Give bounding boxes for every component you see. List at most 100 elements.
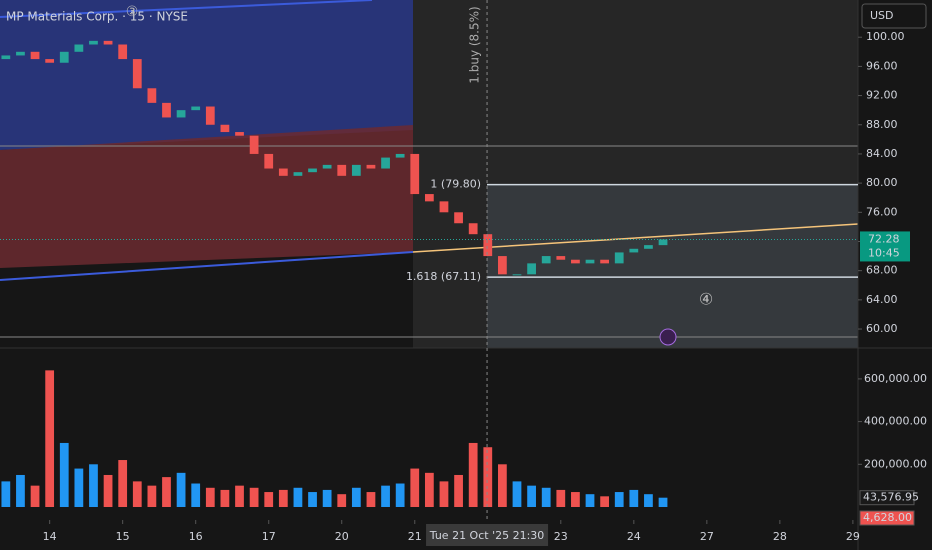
x-tick-label: 17 [262,530,276,543]
candle [381,157,390,169]
buy-label: 1.buy (8.5%) [468,6,482,83]
candle [308,168,317,173]
volume-bar [278,489,288,507]
candle [512,274,522,276]
candle [468,223,478,235]
candle [74,44,84,52]
candle [205,106,215,125]
target-box [487,184,858,348]
y-tick-label: 84.00 [866,147,898,160]
volume-bar [366,492,376,507]
volume-bar [498,464,507,507]
channel-line [0,251,414,281]
price-tag [860,231,910,262]
candle [30,51,40,60]
volume-bar [527,485,536,507]
x-tick-label: 24 [627,530,641,543]
candle [629,248,639,253]
candle [322,164,332,169]
y-tick-label: 80.00 [866,176,898,189]
candle [439,201,449,213]
chart-title: MP Materials Corp. · 15 · NYSE [6,10,188,24]
candle [541,256,551,264]
candle [527,263,536,275]
x-tick-label: 21 [408,530,422,543]
volume-bar [30,485,40,507]
x-tick-label: 14 [43,530,57,543]
volume-tag [859,510,915,526]
volume-bar [541,487,551,507]
x-tick-label: 29 [846,530,860,543]
candle [191,106,201,111]
volume-bar [89,464,98,507]
y-tick-label: 92.00 [866,89,898,102]
volume-bar [337,494,347,507]
candle [249,135,259,154]
countdown: 10:45 [868,246,900,259]
volume-bar [1,481,11,507]
candle [424,194,434,202]
channel-blue [0,0,413,150]
candle [1,55,11,60]
volume-bar [191,483,201,507]
candle [410,153,420,195]
volume-bar [132,481,142,507]
volume-bar [162,477,171,507]
y-tick-label: 400,000.00 [864,415,927,428]
x-tick-label: 20 [335,530,349,543]
volume-bar [322,489,332,507]
alert-icon[interactable] [659,328,677,346]
candle [600,259,609,264]
candle [658,239,668,246]
y-tick-label: 60.00 [866,322,898,335]
crosshair-tag [426,524,549,546]
x-tick-label: 27 [700,530,714,543]
candle [59,51,69,63]
volume-bar [308,492,317,507]
candle [571,259,580,264]
candle [132,59,142,89]
currency-box[interactable] [861,3,927,29]
candle [351,164,361,176]
candle [16,51,25,56]
volume-bar [264,492,274,507]
candle [498,256,507,275]
volume-tag-label: 4,628.00 [863,511,912,524]
y-tick-label: 68.00 [866,264,898,277]
volume-tag [859,490,915,506]
candle [89,40,98,45]
candle [395,153,405,158]
price-tag-value: 72.28 [868,232,900,245]
volume-bar [220,489,230,507]
crosshair-label: Tue 21 Oct '25 21:30 [429,529,545,542]
volume-bar [644,494,653,507]
candle [644,245,653,249]
volume-bar [176,472,186,507]
channel-red [0,125,413,268]
x-tick-label: 28 [773,530,787,543]
candle [293,172,303,176]
volume-bar [585,494,595,507]
volume-bar [293,487,303,507]
y-tick-label: 88.00 [866,118,898,131]
y-tick-label: 76.00 [866,205,898,218]
y-tick-label: 100.00 [866,30,905,43]
candle [264,153,274,169]
volume-bar [45,370,55,507]
volume-bar [439,481,449,507]
volume-bar [571,492,580,507]
volume-bar [600,496,609,507]
volume-bar [16,474,25,507]
candle [278,168,288,176]
volume-bar [235,485,244,507]
currency[interactable]: USD [870,9,894,22]
volume-bar [512,481,522,507]
candle [454,212,463,224]
volume-bar [147,485,157,507]
y-tick-label: 96.00 [866,59,898,72]
volume-bar [103,474,113,507]
candle [556,256,566,260]
volume-bar [658,497,668,507]
x-tick-label: 15 [116,530,130,543]
